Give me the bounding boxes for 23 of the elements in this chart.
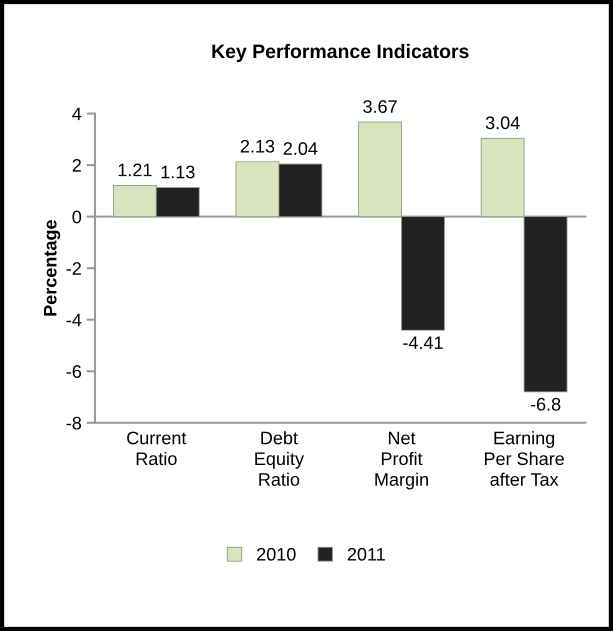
data-label: -4.41 bbox=[403, 336, 443, 349]
y-tick-label: -4 bbox=[66, 314, 82, 326]
legend-label: 2010 bbox=[257, 548, 296, 561]
y-tick-label: -6 bbox=[66, 365, 82, 378]
x-tick-label: Current Ratio bbox=[127, 432, 186, 466]
data-label: 2.04 bbox=[284, 142, 318, 155]
data-label: 1.21 bbox=[118, 164, 152, 176]
y-tick-label: -8 bbox=[66, 416, 82, 430]
y-axis-title: Percentage bbox=[44, 220, 60, 316]
y-tick-label: 2 bbox=[72, 159, 81, 172]
chart-title: Key Performance Indicators bbox=[212, 44, 469, 62]
x-tick-label: Debt Equity Ratio bbox=[255, 431, 304, 486]
data-label: 3.04 bbox=[486, 116, 520, 130]
x-tick-label: Net Profit Margin bbox=[375, 432, 428, 490]
x-tick-label: Earning Per Share after Tax bbox=[484, 431, 564, 486]
y-tick-label: -2 bbox=[66, 262, 81, 275]
data-label: -6.8 bbox=[530, 398, 560, 411]
legend-label: 2011 bbox=[348, 548, 385, 561]
y-tick-label: 4 bbox=[72, 108, 82, 120]
y-tick-label: 0 bbox=[72, 210, 82, 224]
data-label: 2.13 bbox=[240, 140, 274, 153]
data-label: 3.67 bbox=[363, 100, 397, 113]
data-label: 1.13 bbox=[162, 166, 195, 178]
